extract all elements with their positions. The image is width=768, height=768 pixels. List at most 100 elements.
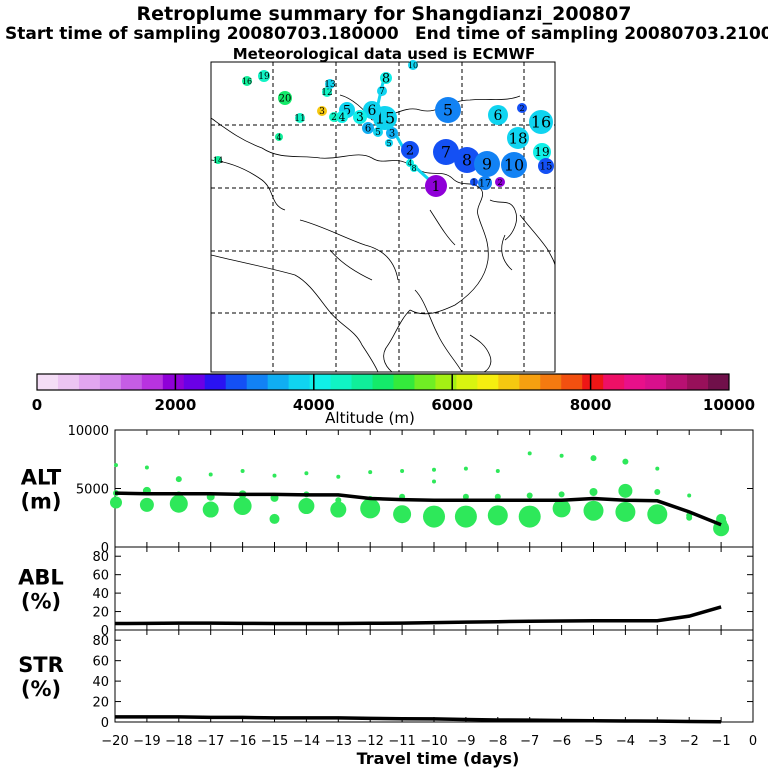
x-tick-label: −2 [680,734,699,749]
colorbar-swatch [78,374,101,390]
alt-scatter-point [240,468,245,473]
cluster-2-marker [401,141,419,159]
cluster-1-marker [425,175,447,197]
alt-scatter-point [423,505,445,528]
cluster-5-marker [435,97,461,123]
colorbar-swatch [288,374,311,390]
str-ylabel: STR [18,653,64,677]
alt-scatter-point [360,498,381,519]
x-tick-label: −4 [616,734,635,749]
cluster-11-marker [295,113,305,123]
x-tick-label: −8 [488,734,507,749]
alt-scatter-point [272,473,277,478]
cluster-secondary-label: 1 [471,178,476,187]
cluster-16-label: 16 [531,113,551,132]
cluster-secondary-label: 5 [375,128,381,138]
alt-ylabel: (m) [20,490,61,514]
alt-mean-line [114,491,722,527]
x-tick-label: −11 [388,734,415,749]
x-axis-label: Travel time (days) [357,749,520,768]
abl-ylabel: ABL [18,566,64,590]
alt-scatter-point [558,491,565,498]
alt-ylabel: ALT [21,466,62,490]
colorbar-swatch [708,374,730,390]
colorbar-swatch [99,374,122,390]
cluster-secondary-label: 5 [343,104,351,119]
str-ytick-label: 20 [92,696,109,711]
cluster-secondary-marker [408,60,418,70]
alt-ytick-label: 5000 [76,483,109,498]
cluster-10-marker [501,152,527,178]
colorbar-swatch [225,374,248,390]
colorbar-swatch [456,374,478,390]
cluster-16-marker [529,110,553,134]
start-time-label: Start time of sampling 20080703.180000 [5,24,399,44]
cluster-18-marker [507,127,529,149]
alt-scatter-point [330,501,347,518]
colorbar-tick-label: 2000 [155,396,197,414]
alt-scatter-point [400,468,405,473]
cluster-secondary-marker [385,139,393,147]
x-tick-label: −14 [293,734,320,749]
colorbar-tick-label: 8000 [570,396,612,414]
cluster-20-label: 20 [279,94,292,105]
alt-scatter-point [144,465,149,470]
colorbar-swatch [372,374,394,390]
cluster-5-label: 5 [443,101,453,120]
cluster-secondary-label: 6 [368,103,377,119]
alt-scatter-point [463,466,468,471]
cluster-secondary-marker [275,133,283,141]
altitude-colorbar: 0 2000 4000 6000 8000 10000 [32,373,755,414]
alt-scatter-point [432,467,436,472]
str-ytick-label: 0 [101,716,109,731]
cluster-secondary-label: 5 [386,139,391,148]
cluster-13-marker [325,79,335,89]
cluster-secondary-marker [377,86,387,96]
cluster-secondary-marker [410,164,418,172]
alt-scatter-point [110,496,122,509]
time-series-panels: ALT(m)1000050000ABL(%)806040200STR(%)806… [18,424,757,768]
x-tick-label: −19 [133,734,160,749]
colorbar-tick-label: 4000 [293,396,335,414]
alt-scatter-point [208,472,213,477]
x-tick-label: −12 [356,734,383,749]
cluster-3-marker [386,127,398,139]
alt-scatter-point [202,501,219,518]
colorbar-swatch [37,374,59,390]
abl-ytick-label: 0 [101,624,109,639]
alt-scatter-point [654,489,661,496]
colorbar-swatch [330,374,353,390]
colorbar-swatch [540,374,562,390]
cluster-6-label: 6 [494,108,503,124]
met-data-label: Meteorological data used is ECMWF [232,45,536,63]
abl-ytick-label: 60 [92,569,109,584]
cluster-secondary-label: 19 [258,72,270,82]
end-time-label: End time of sampling 20080703.210000 [415,24,768,44]
cluster-secondary-label: 6 [365,124,371,135]
cluster-14-label: 14 [213,156,223,165]
cluster-secondary-label: 3 [356,110,364,124]
x-tick-label: −1 [712,734,731,749]
cluster-secondary-label: 4 [276,133,281,142]
cluster-secondary-label: 2 [331,113,337,123]
alt-scatter-point [527,451,532,456]
str-ytick-label: 60 [92,655,109,670]
colorbar-swatch [519,374,541,390]
cluster-secondary-label: 16 [242,77,252,86]
alt-scatter-point [494,493,501,500]
cluster-8-label: 8 [462,151,472,170]
alt-scatter-point [615,501,636,522]
alt-scatter-point [462,493,469,500]
cluster-secondary-marker [317,106,327,116]
cluster-secondary-marker [258,70,270,82]
cluster-11-label: 11 [294,114,305,124]
colorbar-swatch [57,374,80,390]
colorbar-swatch [561,374,583,390]
abl-ytick-label: 40 [92,587,109,602]
x-tick-label: −17 [197,734,224,749]
colorbar-swatch [309,374,332,390]
cluster-secondary-marker [336,111,348,123]
alt-scatter-point [583,500,604,521]
alt-scatter-point [655,466,660,471]
